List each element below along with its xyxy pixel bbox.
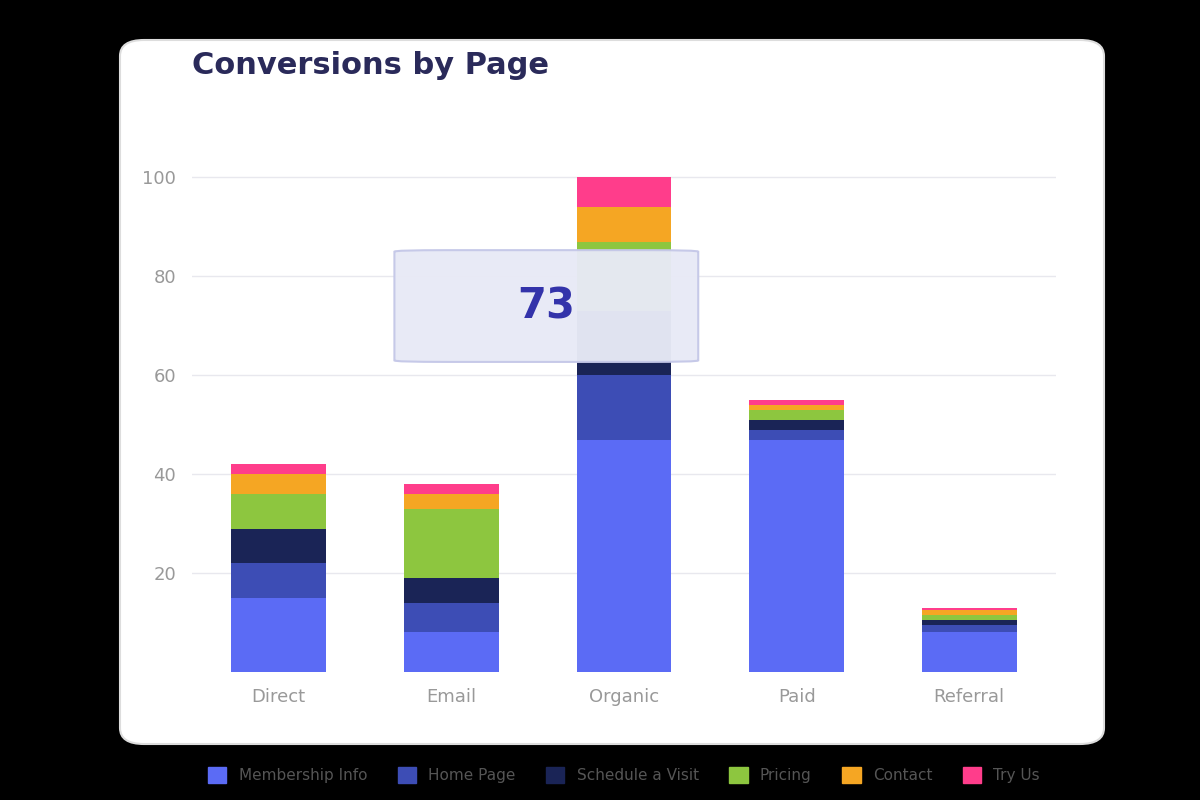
Bar bbox=[749, 439, 844, 672]
Bar bbox=[232, 474, 326, 494]
FancyBboxPatch shape bbox=[395, 250, 698, 362]
Bar bbox=[232, 563, 326, 598]
Bar bbox=[922, 633, 1016, 672]
Text: 73: 73 bbox=[517, 285, 575, 327]
Bar bbox=[922, 620, 1016, 625]
Bar bbox=[922, 625, 1016, 633]
Bar bbox=[232, 598, 326, 672]
FancyBboxPatch shape bbox=[132, 48, 1092, 736]
Bar bbox=[922, 610, 1016, 615]
Bar bbox=[749, 430, 844, 439]
Bar bbox=[404, 509, 499, 578]
Bar bbox=[576, 311, 672, 375]
Bar bbox=[749, 400, 844, 405]
Bar bbox=[232, 464, 326, 474]
Bar bbox=[749, 420, 844, 430]
Legend: Membership Info, Home Page, Schedule a Visit, Pricing, Contact, Try Us: Membership Info, Home Page, Schedule a V… bbox=[202, 762, 1046, 790]
Text: Conversions by Page: Conversions by Page bbox=[192, 51, 550, 80]
Bar bbox=[404, 602, 499, 633]
Bar bbox=[576, 207, 672, 242]
Bar bbox=[576, 439, 672, 672]
Bar bbox=[749, 405, 844, 410]
Bar bbox=[922, 608, 1016, 610]
Bar bbox=[922, 615, 1016, 620]
Bar bbox=[404, 578, 499, 602]
Bar bbox=[404, 494, 499, 509]
Bar bbox=[576, 242, 672, 311]
Bar bbox=[232, 494, 326, 529]
Bar bbox=[749, 410, 844, 420]
Bar bbox=[576, 178, 672, 207]
Bar bbox=[404, 484, 499, 494]
Bar bbox=[232, 529, 326, 563]
Bar bbox=[404, 633, 499, 672]
Bar bbox=[576, 375, 672, 439]
